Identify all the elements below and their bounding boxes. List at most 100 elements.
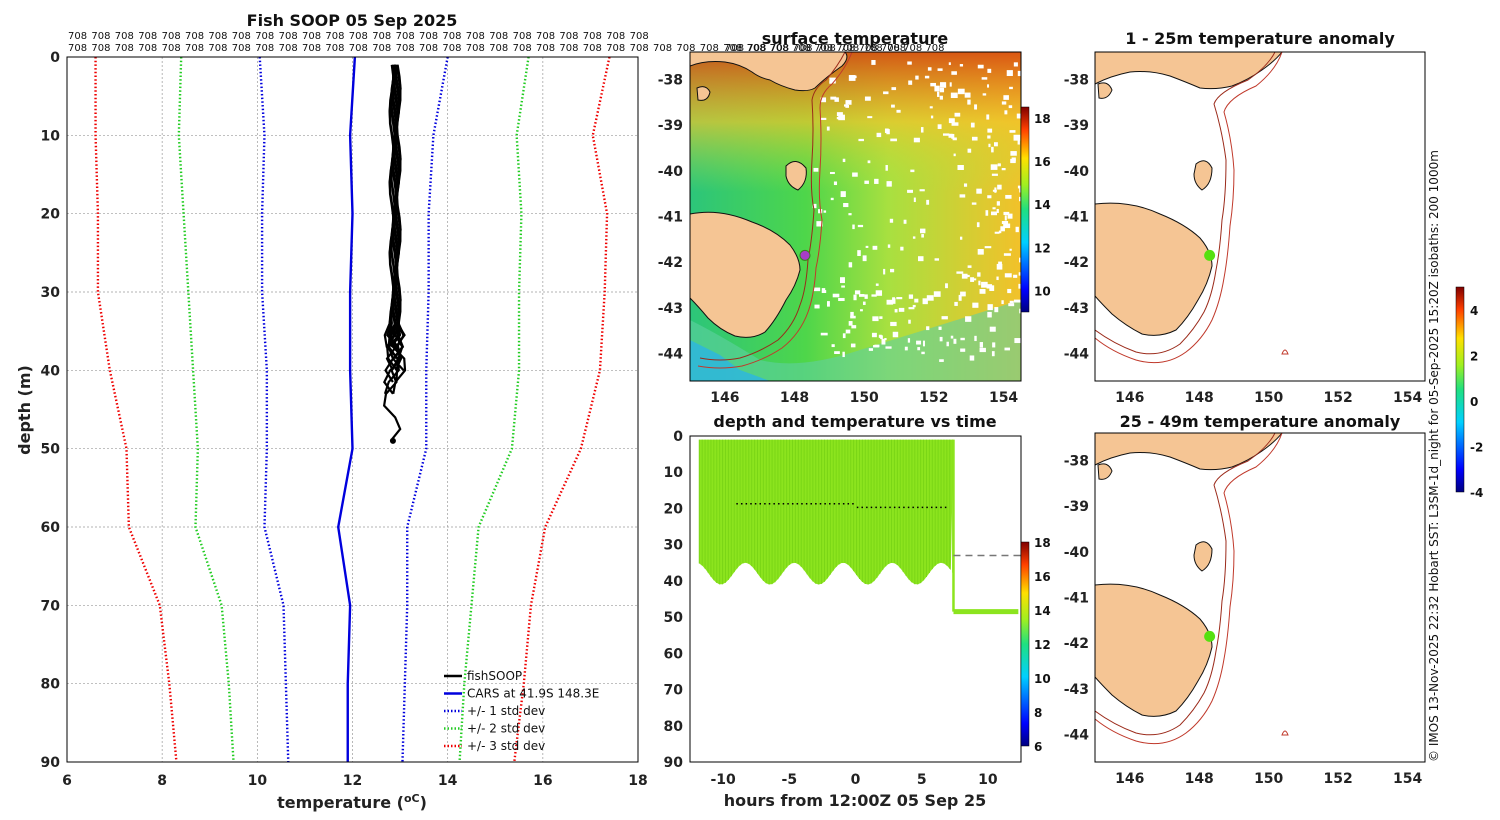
profile-y-tick-label: 80 [41,677,61,693]
sst-cloud-pixel [924,75,930,79]
sst-cloud-pixel [852,224,855,230]
sst-cloud-pixel [830,96,837,100]
profile-id-label: 708 [723,43,742,54]
sst-cloud-pixel [1009,248,1012,251]
sst-cloud-pixel [977,249,984,255]
sst-top-labels: 708 708 708 708 708 708 708 708 708 708 [725,43,944,54]
std-lower-line [258,56,290,763]
sst-cloud-pixel [987,311,992,318]
profile-id-label: 708 [513,31,532,42]
anomaly-2-king-island [1097,463,1113,480]
sst-cloud-pixel [891,104,895,108]
sst-cloud-pixel [959,194,966,198]
sst-cloud-pixel [992,189,997,192]
sst-cloud-pixel [915,75,919,80]
sst-cloud-pixel [948,62,951,66]
sst-cloud-pixel [850,75,857,79]
profile-y-tick-label: 0 [50,50,60,66]
sst-cloud-pixel [821,288,826,291]
sst-cloud-pixel [1001,221,1009,225]
sst-cloud-pixel [872,316,879,322]
legend-label: +/- 2 std dev [467,722,545,736]
sst-cloud-pixel [926,326,930,331]
dvt-y-tick-label: 90 [664,755,684,771]
dvt-y-tick-label: 70 [664,683,684,699]
sst-cloud-pixel [873,345,879,348]
sst-cloud-pixel [1007,288,1012,294]
sst-cloud-pixel [1003,223,1011,229]
dvt-mark [852,503,854,505]
sst-cloud-pixel [858,294,865,297]
sst-cloud-pixel [969,355,975,361]
dvt-colorbar [1020,541,1030,747]
dvt-mark [879,506,882,509]
sst-cloud-pixel [881,338,886,345]
legend-label: +/- 1 std dev [467,704,545,718]
sst-cloud-pixel [908,307,915,310]
sst-cloud-pixel [951,71,957,75]
dvt-colorbar-tick: 14 [1034,604,1051,618]
anomaly-1-y-ticks: -38 -39 -40 -41 -42 -43 -44 [1064,72,1090,362]
sst-y-tick-label: -42 [658,255,683,271]
sst-cloud-pixel [939,336,943,342]
sst-cloud-pixel [1013,299,1021,303]
sst-cloud-pixel [979,342,983,348]
sst-cloud-pixel [1017,139,1020,145]
profile-id-label: 708 [442,31,461,42]
sst-cloud-pixel [832,293,840,298]
sst-cloud-pixel [982,93,987,96]
sst-cloud-pixel [885,165,888,171]
anomaly-y-tick-label: -41 [1064,591,1089,607]
sst-cloud-pixel [1015,226,1019,233]
profile-x-tick-label: 8 [157,773,167,789]
sst-cloud-pixel [848,213,852,216]
profile-id-label: 708 [255,31,274,42]
sst-cloud-pixel [914,298,919,303]
sst-cloud-pixel [885,346,892,349]
sst-cloud-pixel [985,210,989,216]
sst-cloud-pixel [956,271,964,274]
sst-tasmania [690,211,801,338]
anomaly-colorbar-tick: 4 [1470,304,1478,318]
anomaly-x-tick-label: 148 [1185,771,1214,787]
sst-cloud-pixel [907,189,913,193]
sst-cloud-pixel [820,332,828,336]
sst-cloud-pixel [898,307,905,312]
anomaly-x-tick-label: 154 [1393,390,1422,406]
sst-cloud-pixel [987,68,992,73]
anomaly-1-x-ticks: 146 148 150 152 154 [1115,390,1422,406]
profile-id-label: 708 [466,31,485,42]
sst-cloud-pixel [850,315,856,319]
sst-y-tick-label: -38 [658,72,683,88]
sst-cloud-pixel [963,183,968,187]
sst-cloud-pixel [997,163,1001,167]
sst-cloud-pixel [1009,300,1014,304]
sst-cloud-pixel [951,133,955,139]
profile-id-label: 708 [68,43,87,54]
profile-axes-frame [66,56,639,763]
sst-cloud-pixel [1006,70,1013,77]
profile-y-tick-label: 10 [41,128,61,144]
sst-cloud-pixel [938,326,942,330]
sst-colorbar-tick: 16 [1034,155,1051,169]
sst-cloud-pixel [912,304,916,308]
sst-cloud-pixel [1004,273,1012,278]
sst-cloud-pixel [831,344,835,348]
dvt-mark [764,503,766,505]
profile-y-tick-label: 60 [41,520,61,536]
sst-cloud-pixel [854,290,861,295]
sst-cloud-pixel [987,84,990,88]
profile-id-label: 708 [536,31,555,42]
profile-x-label: temperature (oC) [277,792,427,812]
sst-cloud-pixel [875,290,883,296]
sst-cloud-pixel [907,338,911,343]
dvt-mark [842,503,845,505]
profile-series [94,56,611,763]
sst-cloud-pixel [959,64,964,67]
dvt-mark [796,503,799,505]
profile-x-tick-label: 6 [62,773,72,789]
dvt-mark [930,506,933,509]
sst-cloud-pixel [890,268,895,273]
sst-cloud-pixel [838,114,845,121]
sst-cloud-pixel [850,343,856,348]
